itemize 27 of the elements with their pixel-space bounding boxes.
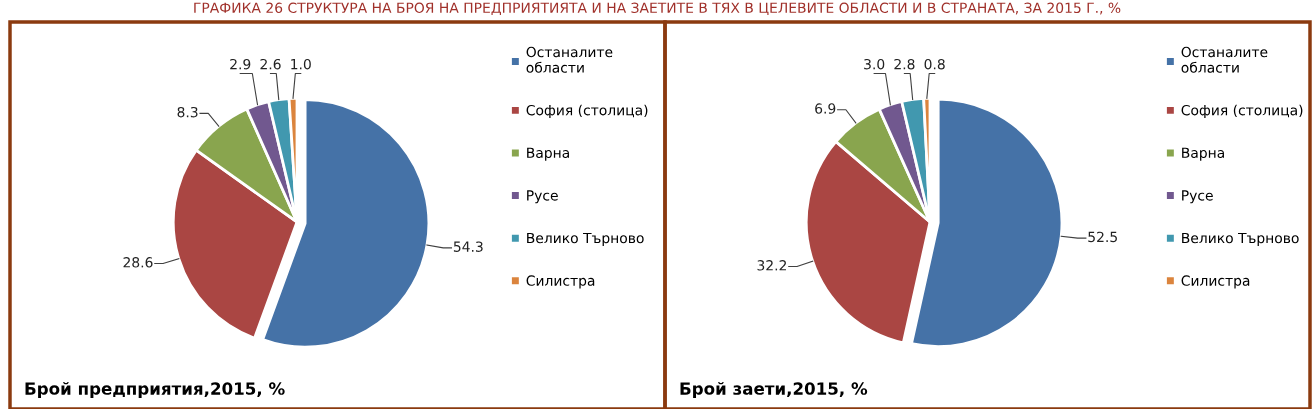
text: Брой заети,2015, % bbox=[680, 381, 868, 399]
data-label: 2.8 bbox=[894, 58, 915, 70]
data-label: 3.0 bbox=[864, 58, 885, 70]
data-label: 32.2 bbox=[757, 260, 786, 271]
data-label: 2.9 bbox=[230, 58, 251, 70]
legend-label: София (столица) bbox=[1181, 104, 1303, 119]
legend-label: Останалите области bbox=[526, 46, 613, 73]
legend-label: София (столица) bbox=[526, 104, 648, 119]
legend-label: Силистра bbox=[526, 275, 595, 289]
text: Брой предприятия,2015, % bbox=[25, 381, 285, 399]
data-label: 1.0 bbox=[291, 58, 311, 70]
data-label: 8.3 bbox=[177, 106, 198, 118]
legend-label: Велико Търново bbox=[527, 232, 644, 246]
legend-label: Силистра bbox=[1181, 275, 1250, 289]
data-label: 54.3 bbox=[453, 241, 483, 252]
legend-label: Варна bbox=[527, 147, 569, 161]
legend-label: Велико Търново bbox=[1182, 232, 1299, 246]
text: ГРАФИКА 26 СТРУКТУРА НА БРОЯ НА ПРЕДПРИЯТИЯТА И НА ЗАЕТИТЕ В ТЯХ В ЦЕЛЕВИТЕ ОБЛАСТИ И В СТРАНАТА, ЗА 2015 Г., % bbox=[194, 2, 1121, 16]
data-label: 0.8 bbox=[924, 58, 945, 70]
legend-label: Русе bbox=[527, 190, 558, 204]
data-label: 6.9 bbox=[815, 103, 836, 114]
legend-label: Варна bbox=[1182, 147, 1224, 161]
legend-label: Русе bbox=[1182, 190, 1213, 204]
data-label: 52.5 bbox=[1088, 231, 1117, 243]
data-label: 2.6 bbox=[260, 58, 281, 70]
legend-label: Останалите области bbox=[1181, 46, 1268, 73]
data-label: 28.6 bbox=[123, 257, 153, 268]
